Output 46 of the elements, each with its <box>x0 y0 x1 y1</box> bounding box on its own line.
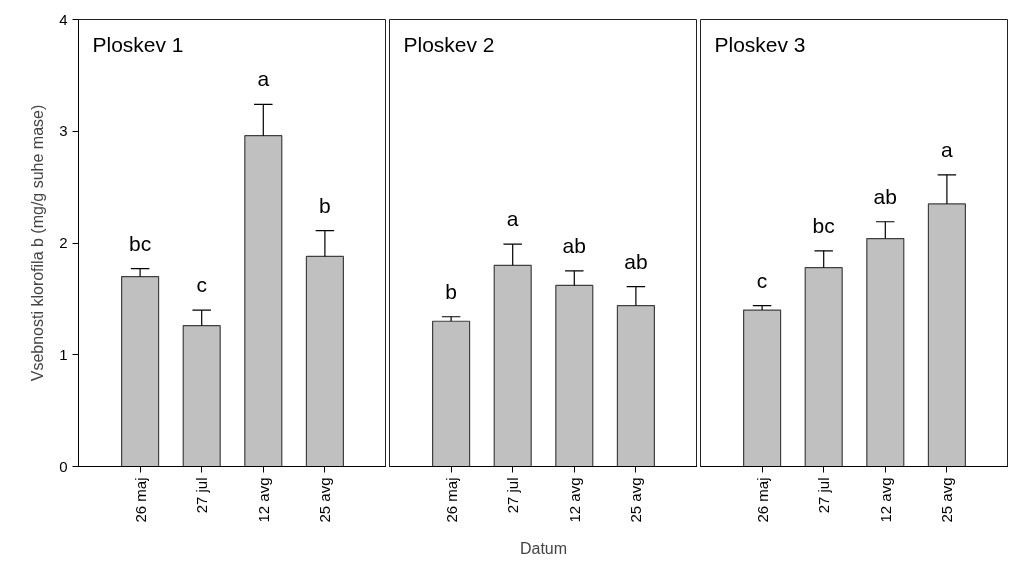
x-tick-label: 26 maj <box>131 477 149 523</box>
text: Ploskev 2 <box>403 32 495 56</box>
annotation: ab <box>624 249 648 273</box>
x-tick-label: 12 avg <box>876 477 894 523</box>
bar <box>555 284 594 467</box>
y-tick-label: 1 <box>59 345 68 363</box>
bar <box>182 325 221 467</box>
bar <box>121 275 160 467</box>
x-tick-label: 25 avg <box>316 477 334 523</box>
y-tick-label: 0 <box>59 457 68 475</box>
bar <box>493 264 532 467</box>
y-axis-title: Vsebnosti klorofila b (mg/g suhe mase) <box>29 104 47 382</box>
y-tick-label: 4 <box>59 10 68 28</box>
x-tick-label: 25 avg <box>627 477 645 523</box>
bar <box>305 255 344 467</box>
annotation: c <box>196 273 207 297</box>
x-tick-label: 25 avg <box>938 477 956 523</box>
x-tick-label: 12 avg <box>254 477 272 523</box>
text: Ploskev 1 <box>92 32 184 56</box>
x-tick-label: 27 jul <box>815 477 833 514</box>
annotation: ab <box>873 184 897 208</box>
annotation: a <box>506 207 519 231</box>
annotation: a <box>941 137 954 161</box>
annotation: b <box>445 279 457 303</box>
bar <box>432 320 471 467</box>
bar <box>804 266 843 467</box>
y-tick-label: 3 <box>59 122 68 140</box>
x-tick-label: 27 jul <box>193 477 211 514</box>
annotation: bc <box>812 213 835 237</box>
y-tick-label: 2 <box>59 234 68 251</box>
bar <box>927 203 966 467</box>
bar <box>866 237 905 467</box>
annotation: ab <box>562 233 586 257</box>
bar <box>616 304 655 467</box>
bar <box>244 135 283 467</box>
x-tick-label: 27 jul <box>504 477 522 514</box>
x-tick-label: 26 maj <box>442 477 460 523</box>
annotation: a <box>257 67 270 91</box>
annotation: c <box>756 268 768 292</box>
x-tick-label: 12 avg <box>565 477 583 523</box>
annotation: bc <box>129 231 152 255</box>
x-axis-title: Datum <box>519 539 568 557</box>
text: Ploskev 3 <box>714 32 806 56</box>
x-tick-label: 26 maj <box>753 477 771 523</box>
annotation: b <box>319 193 331 217</box>
bar <box>743 309 782 467</box>
